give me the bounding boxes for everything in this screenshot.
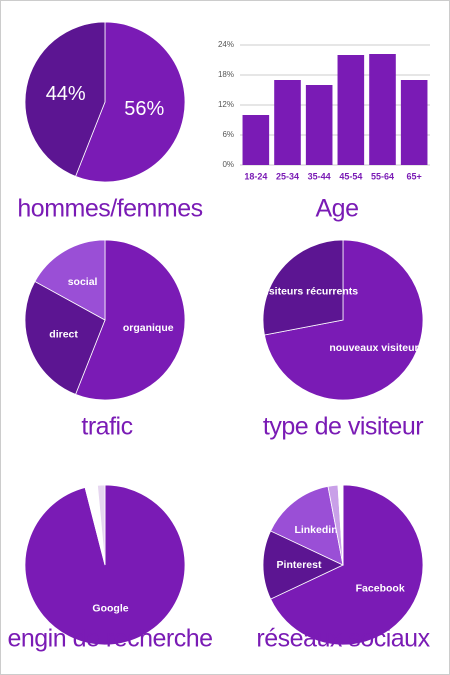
pie-slice <box>75 21 186 183</box>
slice-label: direct <box>49 329 78 341</box>
pie-slice <box>262 239 344 336</box>
pie-slice <box>75 239 186 401</box>
chart-title: type de visiteur <box>263 413 423 441</box>
y-tick-label: 12% <box>218 100 234 109</box>
x-tick-label: 18-24 <box>244 171 267 181</box>
slice-value-label: 44% <box>46 83 86 105</box>
slice-label: organique <box>123 322 174 334</box>
slice-label: Pinterest <box>277 559 322 571</box>
pie-slice <box>34 239 106 321</box>
pie-slice <box>262 530 344 600</box>
chart-title: engin de recherche <box>7 625 212 653</box>
slice-label: Facebook <box>356 582 405 594</box>
pie-slice <box>24 21 106 177</box>
x-tick-label: 45-54 <box>339 171 362 181</box>
bar <box>369 54 396 165</box>
chart-title: trafic <box>81 413 132 441</box>
bar <box>400 80 428 165</box>
slice-label: social <box>68 276 98 288</box>
x-tick-label: 65+ <box>407 171 422 181</box>
chart-title: Age <box>316 195 359 223</box>
slice-label: visiteurs récurrents <box>260 286 358 298</box>
slice-label: Google <box>92 602 128 614</box>
pie-slice <box>337 484 344 566</box>
bar <box>337 55 365 165</box>
chart-title: hommes/femmes <box>17 195 202 223</box>
chart-title: réseaux sociaux <box>256 625 430 653</box>
pie-slice <box>270 484 424 646</box>
pie-slice <box>263 239 424 401</box>
y-tick-label: 24% <box>218 40 234 49</box>
y-tick-label: 18% <box>218 70 234 79</box>
x-tick-label: 35-44 <box>308 171 331 181</box>
y-tick-label: 0% <box>222 160 234 169</box>
slice-label: Linkedin <box>294 524 337 536</box>
x-tick-label: 55-64 <box>371 171 394 181</box>
bar <box>305 85 333 165</box>
x-tick-label: 25-34 <box>276 171 299 181</box>
slice-value-label: 56% <box>124 98 164 120</box>
bar <box>242 115 270 165</box>
slice-label: nouveaux visiteurs <box>329 342 424 354</box>
bar <box>274 80 301 165</box>
pie-slice <box>97 484 106 566</box>
pie-slice <box>24 280 106 395</box>
y-tick-label: 6% <box>222 130 234 139</box>
pie-slice <box>270 485 344 566</box>
